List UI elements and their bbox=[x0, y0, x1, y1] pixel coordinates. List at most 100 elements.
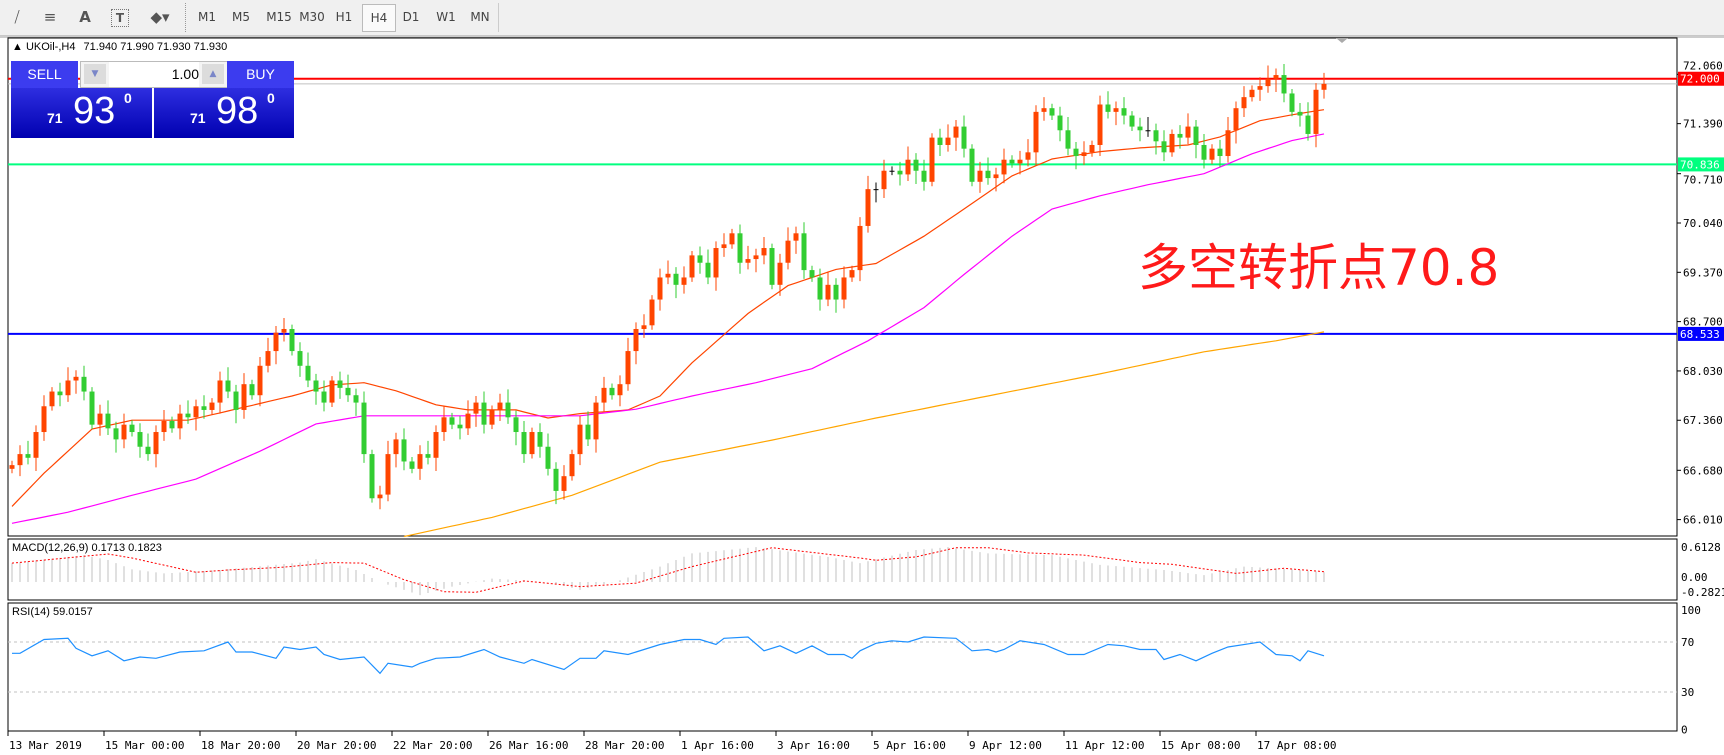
buy-price-box[interactable]: 71 98 0 bbox=[154, 88, 294, 138]
candle bbox=[337, 371, 343, 399]
candle-body bbox=[1121, 108, 1127, 116]
timeframe-h1[interactable]: H1 bbox=[335, 10, 353, 24]
sell-price-box[interactable]: 71 93 0 bbox=[11, 88, 152, 138]
candle-body bbox=[193, 406, 199, 418]
candle-body bbox=[665, 273, 671, 278]
candle bbox=[905, 146, 911, 182]
candle bbox=[1081, 141, 1087, 165]
timeframe-m15[interactable]: M15 bbox=[266, 10, 292, 24]
candle bbox=[1249, 85, 1255, 102]
price-axis-label: 72.060 bbox=[1683, 60, 1723, 73]
volume-input[interactable]: 1.00 bbox=[109, 62, 199, 87]
fibonacci-fan-icon[interactable]: ⧸ bbox=[14, 8, 20, 26]
candle-body bbox=[753, 255, 759, 260]
candle-body bbox=[49, 391, 55, 407]
buy-price-prefix: 71 bbox=[190, 110, 206, 126]
candle bbox=[289, 324, 295, 356]
toolbar-separator bbox=[185, 3, 188, 32]
candle bbox=[1289, 89, 1295, 117]
candle-body bbox=[889, 170, 895, 172]
candle-body bbox=[585, 424, 591, 440]
timeframe-w1[interactable]: W1 bbox=[436, 10, 456, 24]
macd-signal-line bbox=[11, 547, 1325, 593]
candle bbox=[513, 410, 519, 446]
candle-body bbox=[1137, 126, 1143, 131]
candle bbox=[385, 440, 391, 502]
text-label-icon[interactable]: T bbox=[111, 9, 129, 27]
price-line-tag bbox=[1678, 157, 1724, 172]
candle-body bbox=[9, 465, 15, 469]
buy-button[interactable]: BUY bbox=[227, 61, 294, 89]
candle-body bbox=[265, 351, 271, 366]
price-axis-label: 67.360 bbox=[1683, 414, 1723, 427]
candle bbox=[809, 265, 815, 282]
candle-body bbox=[305, 365, 311, 381]
candle-body bbox=[401, 439, 407, 462]
candle-body bbox=[601, 387, 607, 403]
candle bbox=[1185, 113, 1191, 145]
candle-body bbox=[953, 126, 959, 138]
candle-body bbox=[713, 248, 719, 278]
rsi-axis-label: 0 bbox=[1681, 724, 1688, 737]
candle-body bbox=[537, 432, 543, 447]
candle-body bbox=[1073, 148, 1079, 157]
price-line-tag bbox=[1678, 71, 1724, 86]
candle bbox=[249, 379, 255, 400]
candle bbox=[1137, 117, 1143, 142]
candle-body bbox=[1017, 159, 1023, 164]
candle-body bbox=[529, 432, 535, 455]
candle bbox=[225, 367, 231, 399]
candle bbox=[1177, 125, 1183, 149]
candle bbox=[953, 119, 959, 151]
candle-body bbox=[1241, 97, 1247, 109]
time-axis-label: 22 Mar 20:00 bbox=[393, 739, 472, 752]
candle bbox=[33, 425, 39, 472]
candle bbox=[1017, 150, 1023, 175]
fibonacci-retracement-icon[interactable]: ≡ bbox=[43, 8, 57, 26]
candle bbox=[689, 250, 695, 282]
moving-average-line bbox=[11, 109, 1325, 507]
candle bbox=[865, 175, 871, 233]
candle-body bbox=[425, 454, 431, 458]
volume-increase-icon[interactable]: ▲ bbox=[202, 64, 224, 84]
arrows-icon[interactable]: ◆▾ bbox=[150, 8, 170, 26]
candle-body bbox=[977, 170, 983, 182]
candle bbox=[1297, 103, 1303, 127]
candle bbox=[673, 267, 679, 299]
chart-annotation-text[interactable]: 多空转折点70.8 bbox=[1138, 239, 1500, 297]
candle bbox=[601, 376, 607, 412]
candle bbox=[1153, 123, 1159, 155]
candle-body bbox=[1233, 108, 1239, 131]
candle bbox=[377, 485, 383, 510]
candle bbox=[1009, 155, 1015, 168]
candle bbox=[665, 260, 671, 285]
volume-field[interactable]: ▼ 1.00 ▲ bbox=[80, 61, 228, 88]
timeframe-m5[interactable]: M5 bbox=[232, 10, 250, 24]
candle-body bbox=[1193, 126, 1199, 145]
price-axis-label: 70.710 bbox=[1683, 173, 1723, 186]
candle-body bbox=[1257, 86, 1263, 90]
timeframe-h4[interactable]: H4 bbox=[362, 4, 396, 32]
timeframe-d1[interactable]: D1 bbox=[402, 10, 420, 24]
candle bbox=[481, 391, 487, 434]
candle bbox=[657, 268, 663, 311]
timeframe-mn[interactable]: MN bbox=[470, 10, 490, 24]
candle bbox=[89, 387, 95, 430]
candle bbox=[1049, 103, 1055, 120]
candle-body bbox=[593, 402, 599, 440]
candle-body bbox=[433, 432, 439, 458]
candle-body bbox=[737, 233, 743, 263]
timeframe-m1[interactable]: M1 bbox=[198, 10, 216, 24]
price-axis-label: 70.040 bbox=[1683, 217, 1723, 230]
sell-button[interactable]: SELL bbox=[11, 61, 78, 89]
candle bbox=[649, 295, 655, 330]
candle-body bbox=[41, 406, 47, 433]
candle-body bbox=[129, 424, 135, 433]
timeframe-m30[interactable]: M30 bbox=[299, 10, 325, 24]
collapse-triangle-icon[interactable]: ▲ bbox=[12, 41, 23, 53]
candle-body bbox=[985, 170, 991, 179]
volume-decrease-icon[interactable]: ▼ bbox=[84, 64, 106, 84]
candle bbox=[729, 228, 735, 249]
candle bbox=[65, 367, 71, 402]
text-icon[interactable]: A bbox=[79, 8, 91, 26]
